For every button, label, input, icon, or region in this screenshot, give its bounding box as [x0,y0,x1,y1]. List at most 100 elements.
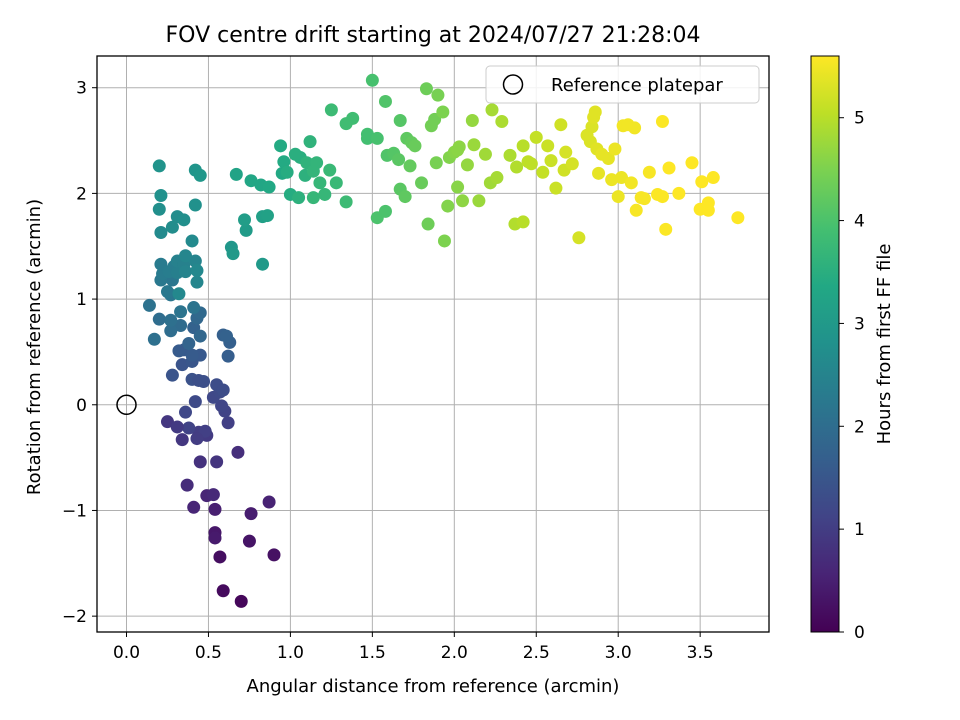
data-point [415,176,429,190]
data-point [164,313,178,327]
data-point [160,415,174,429]
data-point [490,171,504,185]
colorbar [810,55,840,633]
y-tick-label: 2 [76,184,87,204]
data-point [288,147,302,161]
data-point [441,199,455,213]
data-point [216,383,230,397]
data-point [185,234,199,248]
data-point [277,155,291,169]
data-point [451,143,465,157]
data-point [174,305,188,319]
data-point [572,231,586,245]
legend-label: Reference platepar [551,75,723,96]
data-point [544,154,558,168]
data-point [370,131,384,145]
data-point [262,180,276,194]
colorbar-ticks: 0 1 2 3 4 5 [839,109,865,643]
data-point [147,332,161,346]
data-point [510,160,524,174]
data-point [503,148,517,162]
legend-marker [502,74,524,95]
data-point [421,217,435,231]
data-point [267,548,281,562]
data-point [408,139,422,153]
reference-marker [116,394,137,416]
data-point [152,202,166,216]
data-point [516,139,530,153]
legend: Reference platepar [485,65,760,104]
data-point [280,165,294,179]
data-point [393,113,407,127]
data-point [318,187,332,201]
data-point [429,156,443,170]
data-point [655,190,669,204]
data-point [536,165,550,179]
data-point [685,156,699,170]
data-point [642,165,656,179]
data-point [592,166,606,180]
data-point [565,157,579,171]
data-point [485,103,499,117]
data-point [215,399,229,413]
data-point [182,336,196,350]
data-point [456,194,470,208]
colorbar-tick-label: 5 [854,109,865,129]
data-point [329,176,343,190]
data-point [614,171,628,185]
data-point [313,176,327,190]
data-point [187,301,201,315]
y-axis-ticks: −2 −1 0 1 2 3 [62,79,97,627]
y-tick-label: −2 [62,607,87,627]
data-point [419,82,433,96]
data-point [208,502,222,516]
y-tick-label: 1 [76,290,87,310]
data-point [629,203,643,217]
data-point [188,198,202,212]
data-point [274,139,288,153]
data-point [403,159,417,173]
x-tick-label: 1.5 [359,643,386,663]
data-point [559,145,573,159]
data-point [611,190,625,204]
data-point [221,416,235,430]
data-point [706,171,720,185]
y-tick-label: 3 [76,79,87,99]
x-tick-label: 0.5 [195,643,222,663]
data-point [193,329,207,343]
data-point [256,257,270,271]
colorbar-tick-label: 2 [854,417,865,437]
data-point [601,152,615,166]
data-point [262,495,276,509]
data-point [478,147,492,161]
data-point [323,163,337,177]
data-point [175,358,189,372]
data-point [213,550,227,564]
data-point [303,135,317,149]
data-point [187,500,201,514]
colorbar-tick-label: 1 [854,520,865,540]
data-point [451,180,465,194]
data-point [192,373,206,387]
data-point [170,420,184,434]
y-axis-label: Rotation from reference (arcmin) [24,199,45,495]
y-tick-label: −1 [62,501,87,521]
data-point [219,329,233,343]
x-axis-label: Angular distance from reference (arcmin) [247,676,620,697]
data-point [152,312,166,326]
data-point [306,191,320,205]
data-point [524,157,538,171]
grid-lines [97,56,769,632]
data-point [193,168,207,182]
data-point [154,189,168,203]
y-tick-label: 0 [76,396,87,416]
data-point [672,186,686,200]
data-point [179,265,193,279]
data-point [554,118,568,132]
data-point [339,195,353,209]
data-point [541,139,555,153]
reference-point [116,394,137,416]
data-point [365,73,379,87]
data-point [164,324,178,338]
